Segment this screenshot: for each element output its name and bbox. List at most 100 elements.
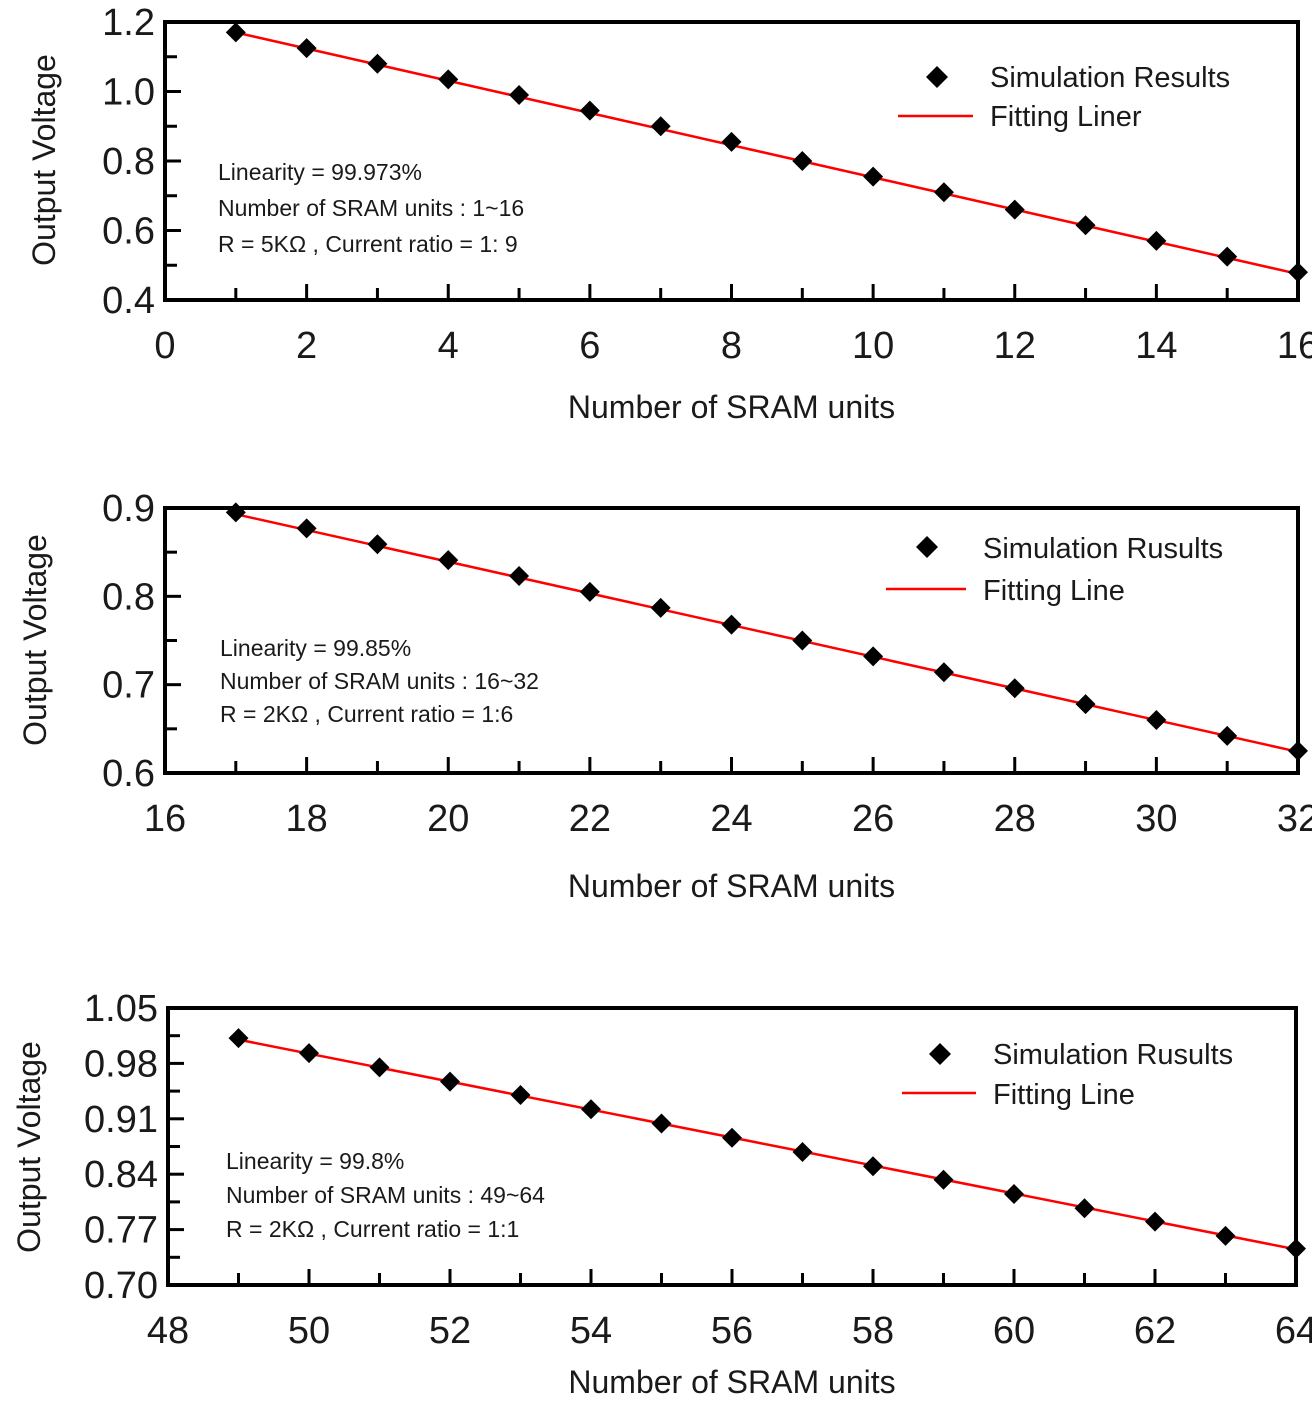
y-tick-label: 0.4 [102, 280, 155, 322]
x-tick-label: 52 [429, 1310, 471, 1352]
data-point [650, 597, 671, 618]
y-tick-label: 0.70 [84, 1265, 158, 1307]
data-point [1075, 694, 1096, 715]
y-tick-label: 1.0 [102, 72, 155, 114]
x-tick-label: 12 [994, 325, 1036, 367]
y-tick-label: 0.9 [102, 488, 155, 530]
x-tick-label: 0 [154, 325, 175, 367]
data-point [438, 550, 459, 571]
legend-label-fitting: Fitting Liner [990, 101, 1142, 133]
data-point [299, 1043, 319, 1064]
x-tick-label: 14 [1135, 325, 1177, 367]
data-point [933, 182, 954, 203]
x-tick-label: 2 [296, 325, 317, 367]
x-tick-label: 16 [144, 798, 186, 840]
data-point [581, 1099, 601, 1120]
legend: Simulation Rusults Fitting Line [886, 533, 1223, 607]
y-tick-label: 0.6 [102, 753, 155, 795]
x-tick-label: 4 [438, 325, 459, 367]
data-point [509, 566, 530, 587]
x-tick-label: 22 [569, 798, 611, 840]
data-point [1217, 246, 1238, 267]
legend-label-simulation: Simulation Results [990, 62, 1230, 94]
legend-marker-diamond [929, 1043, 951, 1065]
x-tick-label: 62 [1134, 1310, 1176, 1352]
legend-marker-diamond [926, 66, 948, 88]
annotation-text: R = 2KΩ , Current ratio = 1:1 [226, 1216, 519, 1242]
annotation-text: R = 5KΩ , Current ratio = 1: 9 [218, 231, 518, 257]
data-point [721, 131, 742, 152]
data-point [510, 1085, 531, 1106]
x-axis-label: Number of SRAM units [568, 868, 895, 904]
y-tick-label: 0.84 [84, 1154, 158, 1196]
x-tick-label: 58 [852, 1310, 894, 1352]
data-point [1004, 1183, 1024, 1204]
legend-marker-diamond [916, 536, 938, 558]
x-tick-label: 20 [427, 798, 469, 840]
data-point [367, 53, 388, 74]
x-tick-label: 18 [285, 798, 327, 840]
data-point [792, 151, 813, 171]
data-point [1288, 740, 1308, 761]
annotation-text: Number of SRAM units : 1~16 [218, 195, 524, 221]
y-tick-label: 0.7 [102, 665, 155, 707]
annotation-text: R = 2KΩ , Current ratio = 1:6 [220, 701, 513, 727]
annotation-text: Number of SRAM units : 16~32 [220, 668, 539, 694]
data-point [863, 646, 884, 667]
y-tick-label: 1.05 [84, 988, 158, 1030]
y-tick-label: 0.6 [102, 211, 155, 253]
x-tick-label: 6 [579, 325, 600, 367]
y-tick-label: 1.2 [102, 2, 155, 44]
data-point [225, 22, 246, 43]
data-point [1288, 262, 1308, 283]
legend: Simulation Rusults Fitting Line [902, 1039, 1233, 1111]
x-tick-label: 64 [1275, 1310, 1312, 1352]
x-axis-label: Number of SRAM units [568, 1364, 895, 1400]
x-tick-label: 50 [288, 1310, 330, 1352]
legend: Simulation Results Fitting Liner [898, 62, 1230, 133]
fitting-line [235, 31, 1299, 276]
legend-label-simulation: Simulation Rusults [993, 1039, 1233, 1071]
x-tick-label: 24 [710, 798, 752, 840]
data-point [1004, 199, 1025, 220]
legend-label-fitting: Fitting Line [983, 575, 1125, 607]
data-point [1145, 1211, 1165, 1232]
fitting-line [238, 1038, 1297, 1251]
data-point [438, 69, 459, 90]
data-point [228, 1028, 249, 1049]
data-point [933, 662, 954, 683]
data-point [1146, 230, 1167, 251]
y-tick-label: 0.8 [102, 141, 155, 183]
x-tick-label: 26 [852, 798, 894, 840]
data-point [225, 502, 246, 523]
data-point [933, 1169, 954, 1190]
x-tick-label: 32 [1277, 798, 1312, 840]
y-tick-label: 0.98 [84, 1043, 158, 1085]
chart-panel-3: 48 50 52 54 56 58 60 62 64 0.70 0.77 0.84 0.91 0.98 1.… [11, 988, 1312, 1400]
chart-panel-2: 16 18 20 22 24 26 28 30 32 0.6 0.7 0.8 0.9 Number of … [17, 488, 1312, 904]
y-axis-label: Output Voltage [11, 1041, 47, 1253]
data-point [1286, 1238, 1306, 1259]
y-tick-label: 0.8 [102, 576, 155, 618]
x-axis-label: Number of SRAM units [568, 389, 895, 425]
data-point [509, 84, 530, 105]
data-point [369, 1057, 390, 1078]
y-axis-label: Output Voltage [26, 54, 62, 266]
data-point [792, 1142, 813, 1163]
data-point [367, 534, 388, 555]
x-tick-label: 28 [994, 798, 1036, 840]
data-point [792, 630, 813, 651]
x-tick-label: 56 [711, 1310, 753, 1352]
data-point [579, 100, 600, 121]
data-point [1004, 678, 1025, 699]
y-axis-label: Output Voltage [17, 534, 53, 746]
annotation-text: Number of SRAM units : 49~64 [226, 1182, 545, 1208]
data-point [721, 614, 742, 635]
x-tick-label: 8 [721, 325, 742, 367]
chart-panel-1: 0 2 4 6 8 10 12 14 16 0.4 0.6 0.8 1.0 1.2 Number of SR… [26, 2, 1312, 425]
data-point [863, 1156, 883, 1177]
data-point [296, 518, 317, 539]
annotation-text: Linearity = 99.973% [218, 159, 422, 185]
data-point [1215, 1225, 1236, 1246]
